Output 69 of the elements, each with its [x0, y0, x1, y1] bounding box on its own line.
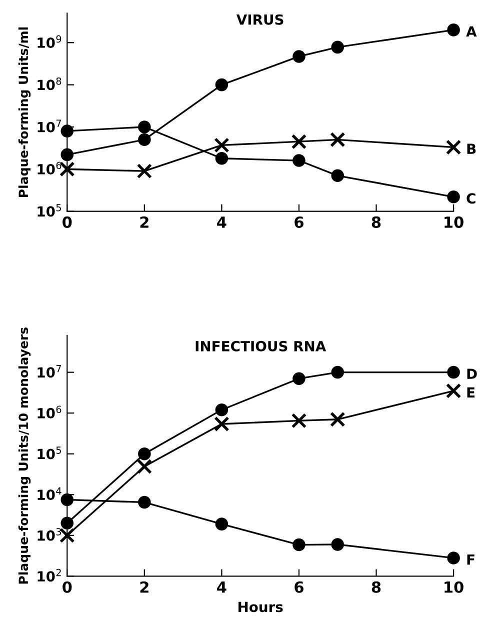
point — [331, 169, 344, 182]
point — [292, 50, 306, 63]
x-tick-label: 10 — [444, 216, 464, 228]
point — [330, 132, 346, 148]
x-axis-title: Hours — [238, 602, 283, 612]
y-tick-label: 10$^{5}$ — [38, 204, 61, 217]
chart-title: INFECTIOUS RNA — [196, 340, 326, 352]
y-tick-label: 10$^{2}$ — [38, 568, 61, 582]
series-label: E — [467, 387, 475, 398]
y-tick-label: 10$^{4}$ — [38, 487, 62, 500]
point — [138, 133, 151, 146]
x-tick-label: 0 — [62, 216, 72, 228]
point — [215, 78, 228, 92]
point — [447, 552, 460, 564]
point — [60, 493, 74, 506]
point — [292, 538, 306, 552]
series-label: B — [467, 144, 476, 154]
point — [447, 366, 460, 379]
point — [447, 190, 460, 204]
y-tick-label: 10$^{5}$ — [38, 446, 61, 460]
point — [331, 366, 344, 379]
point — [138, 120, 151, 134]
y-tick-label: 10$^{9}$ — [38, 35, 62, 48]
point — [60, 148, 74, 162]
point — [138, 496, 151, 509]
y-tick-label: 10$^{3}$ — [38, 528, 62, 541]
y-tick-label: 10$^{8}$ — [38, 77, 62, 90]
x-tick-label: 2 — [140, 581, 148, 593]
x-tick-label: 0 — [62, 581, 72, 593]
point — [330, 412, 346, 428]
series-label: F — [467, 554, 474, 565]
point — [291, 413, 307, 428]
point — [136, 458, 152, 474]
x-tick-label: 8 — [372, 216, 381, 228]
point — [215, 403, 228, 416]
y-tick-label: 10$^{7}$ — [38, 120, 61, 132]
point — [331, 40, 344, 54]
x-tick-label: 4 — [217, 582, 226, 593]
point — [59, 528, 75, 544]
x-tick-label: 8 — [372, 581, 381, 593]
point — [214, 138, 230, 153]
y-axis-title: Plaque-forming Units/ml — [18, 27, 31, 197]
y-tick-label: 10$^{6}$ — [38, 406, 62, 418]
point — [291, 134, 307, 150]
y-axis-title: Plaque-forming Units/10 monolayers — [18, 328, 31, 584]
series-label: C — [466, 193, 476, 204]
series-label: D — [467, 368, 477, 379]
point — [214, 416, 230, 432]
point — [138, 447, 151, 460]
point — [292, 154, 306, 167]
y-tick-label: 10$^{7}$ — [38, 365, 61, 378]
point — [447, 24, 460, 36]
point — [60, 516, 74, 530]
point — [446, 140, 462, 155]
x-tick-label: 4 — [217, 216, 226, 228]
point — [136, 163, 152, 179]
point — [215, 152, 228, 165]
point — [292, 372, 306, 385]
series-label: A — [466, 26, 477, 37]
x-tick-label: 6 — [294, 581, 304, 593]
point — [331, 538, 344, 551]
point — [60, 124, 74, 138]
x-tick-label: 10 — [444, 581, 464, 593]
x-tick-label: 6 — [294, 216, 304, 228]
point — [446, 383, 462, 399]
chart-title: VIRUS — [236, 14, 284, 25]
y-tick-label: 10$^{6}$ — [38, 162, 62, 174]
point — [215, 518, 228, 530]
x-tick-label: 2 — [140, 216, 148, 228]
